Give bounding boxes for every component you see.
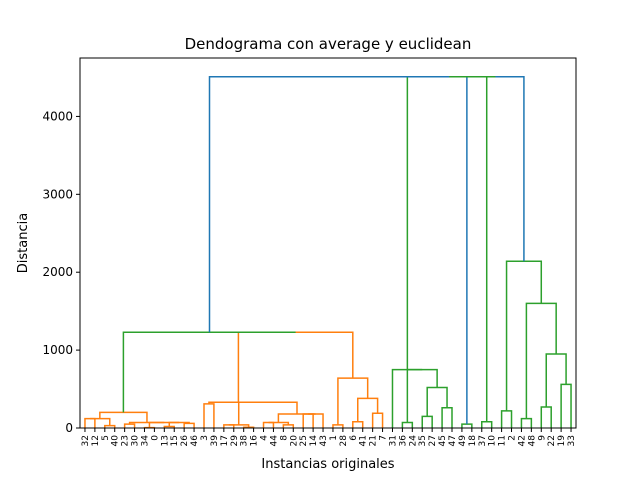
leaf-label: 35 [418, 435, 428, 446]
leaf-label: 15 [170, 435, 180, 446]
leaf-label: 28 [339, 435, 349, 447]
leaf-label: 23 [121, 435, 131, 446]
leaf-label: 48 [527, 435, 537, 447]
leaf-label: 41 [359, 435, 369, 446]
dendrogram-link [277, 413, 316, 423]
leaf-label: 24 [408, 435, 418, 447]
leaf-label: 27 [428, 435, 438, 446]
leaf-label: 1 [329, 435, 339, 441]
leaf-label: 30 [131, 435, 141, 447]
dendrogram-link [426, 386, 448, 417]
y-tick-label: 3000 [42, 187, 73, 201]
leaf-label: 12 [91, 435, 101, 446]
leaf-label: 46 [190, 435, 200, 447]
leaf-label: 39 [210, 435, 220, 447]
leaf-label: 45 [438, 435, 448, 446]
dendrogram-link [560, 383, 572, 428]
dendrogram-link [228, 424, 250, 428]
leaf-label: 40 [111, 435, 121, 447]
dendrogram-link [268, 421, 290, 425]
leaf-label: 42 [517, 435, 527, 446]
leaf-label: 49 [458, 435, 468, 447]
x-axis: 32 12 5 40 23 30 34 0 13 15 26 46 3 39 17 29 38 16 4 44 8 20 2… [81, 428, 577, 446]
dendrogram-link [203, 403, 215, 428]
leaf-label: 25 [299, 435, 309, 446]
leaf-label: 37 [478, 435, 488, 446]
y-tick-label: 2000 [42, 265, 73, 279]
y-tick-label: 4000 [42, 109, 73, 123]
y-tick-label: 0 [65, 421, 73, 435]
leaf-label: 10 [488, 435, 498, 447]
leaf-label: 31 [388, 435, 398, 446]
leaf-label: 11 [498, 435, 508, 446]
leaf-label: 9 [537, 435, 547, 441]
y-tick-label: 1000 [42, 343, 73, 357]
leaf-label: 4 [260, 435, 270, 441]
dendrogram-link [421, 415, 433, 428]
leaf-label: 29 [230, 435, 240, 447]
leaf-label: 47 [448, 435, 458, 446]
leaf-label: 36 [398, 435, 408, 447]
leaf-label: 7 [379, 435, 389, 441]
dendrogram-links [84, 75, 572, 429]
leaf-label: 16 [250, 435, 260, 447]
leaf-label: 3 [200, 435, 210, 441]
leaf-label: 8 [279, 435, 289, 441]
leaf-label: 14 [309, 435, 319, 447]
leaf-label: 20 [289, 435, 299, 447]
leaf-label: 32 [81, 435, 91, 446]
plot-frame [79, 57, 577, 429]
leaf-label: 38 [240, 435, 250, 447]
dendrogram-link [391, 368, 423, 428]
leaf-label: 34 [140, 435, 150, 447]
leaf-label: 13 [160, 435, 170, 446]
leaf-label: 26 [180, 435, 190, 447]
leaf-label: 44 [269, 435, 279, 447]
leaf-label: 43 [319, 435, 329, 446]
leaf-label: 6 [349, 435, 359, 441]
y-axis: 0 1000 2000 3000 4000 [42, 109, 80, 435]
dendrogram-link [520, 417, 533, 428]
dendrogram-link [122, 331, 296, 413]
leaf-label: 2 [508, 435, 518, 441]
leaf-label: 22 [547, 435, 557, 446]
leaf-label: 17 [220, 435, 230, 446]
leaf-label: 0 [150, 435, 160, 441]
chart-title: Dendograma con average y euclidean [185, 35, 472, 53]
dendrogram-link [208, 75, 450, 333]
dendrogram-link [128, 421, 165, 425]
leaf-label: 33 [567, 435, 577, 446]
dendrogram-link [208, 401, 268, 404]
x-axis-label: Instancias originales [261, 457, 394, 472]
leaf-label: 19 [557, 435, 567, 447]
leaf-label: 5 [101, 435, 111, 441]
y-axis-label: Distancia [16, 213, 31, 273]
leaf-label: 21 [369, 435, 379, 446]
leaf-label: 18 [468, 435, 478, 447]
dendrogram-link [89, 417, 111, 426]
